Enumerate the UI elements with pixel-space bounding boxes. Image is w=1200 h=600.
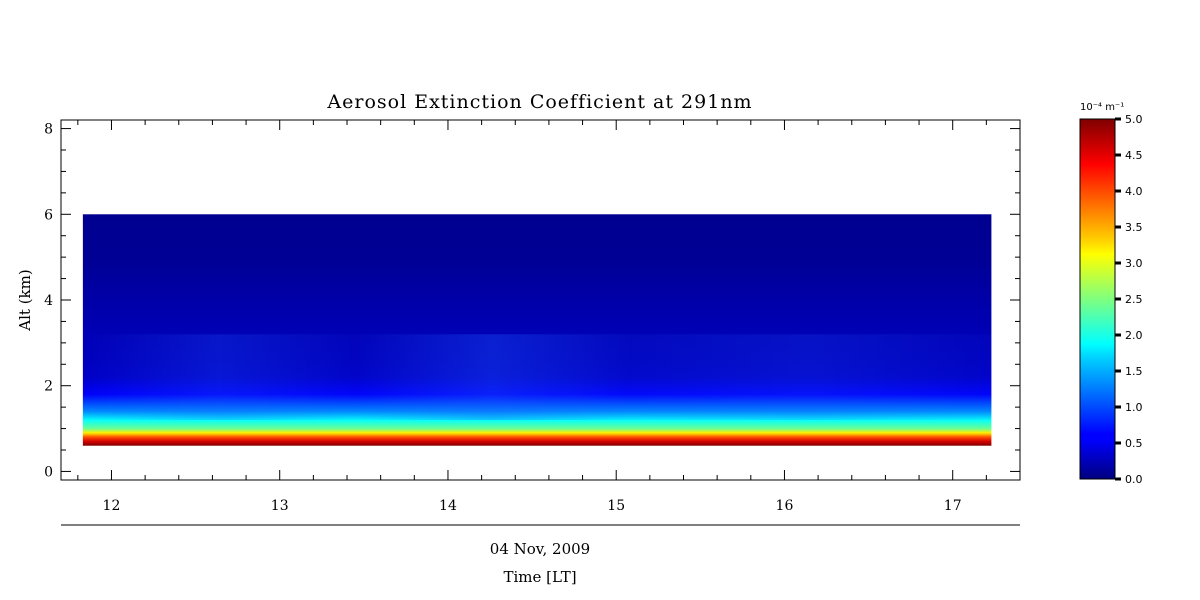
colorbar-tick-label: 1.0 <box>1125 401 1143 414</box>
colorbar-tick-label: 2.0 <box>1125 329 1143 342</box>
colorbar-unit: 10⁻⁴ m⁻¹ <box>1080 102 1124 113</box>
colorbar-tick-label: 4.0 <box>1125 185 1143 198</box>
colorbar-tick-label: 2.5 <box>1125 293 1143 306</box>
x-tick-label: 17 <box>944 498 962 514</box>
x-tick-label: 12 <box>103 498 121 514</box>
colorbar-tick-label: 3.0 <box>1125 257 1143 270</box>
y-tick-label: 8 <box>44 122 53 138</box>
colorbar-tick-label: 0.0 <box>1125 473 1143 486</box>
heatmap-variation-overlay <box>82 334 992 420</box>
chart-title: Aerosol Extinction Coefficient at 291nm <box>326 91 752 113</box>
colorbar-tick-label: 0.5 <box>1125 437 1143 450</box>
y-axis-ticks: 0 2 4 6 8 <box>44 122 1020 480</box>
x-tick-label: 14 <box>439 498 457 514</box>
y-tick-label: 6 <box>44 207 53 223</box>
colorbar-tick-label: 4.5 <box>1125 149 1143 162</box>
x-tick-label: 15 <box>607 498 625 514</box>
y-tick-label: 4 <box>44 293 53 309</box>
colorbar-ticks: 0.0 0.5 1.0 1.5 2.0 2.5 3.0 3.5 4.0 4.5 5.0 <box>1115 113 1143 486</box>
date-label: 04 Nov, 2009 <box>490 540 590 558</box>
colorbar-tick-label: 3.5 <box>1125 221 1143 234</box>
colorbar <box>1079 118 1116 480</box>
y-axis-label: Alt (km) <box>16 269 34 331</box>
x-tick-label: 13 <box>271 498 289 514</box>
x-axis-label: Time [LT] <box>503 568 576 586</box>
y-tick-label: 0 <box>44 464 53 480</box>
colorbar-tick-label: 1.5 <box>1125 365 1143 378</box>
y-tick-label: 2 <box>44 379 53 395</box>
x-tick-label: 16 <box>776 498 794 514</box>
x-axis-ticks: 12 13 14 15 16 17 <box>77 120 1021 514</box>
colorbar-tick-label: 5.0 <box>1125 113 1143 126</box>
